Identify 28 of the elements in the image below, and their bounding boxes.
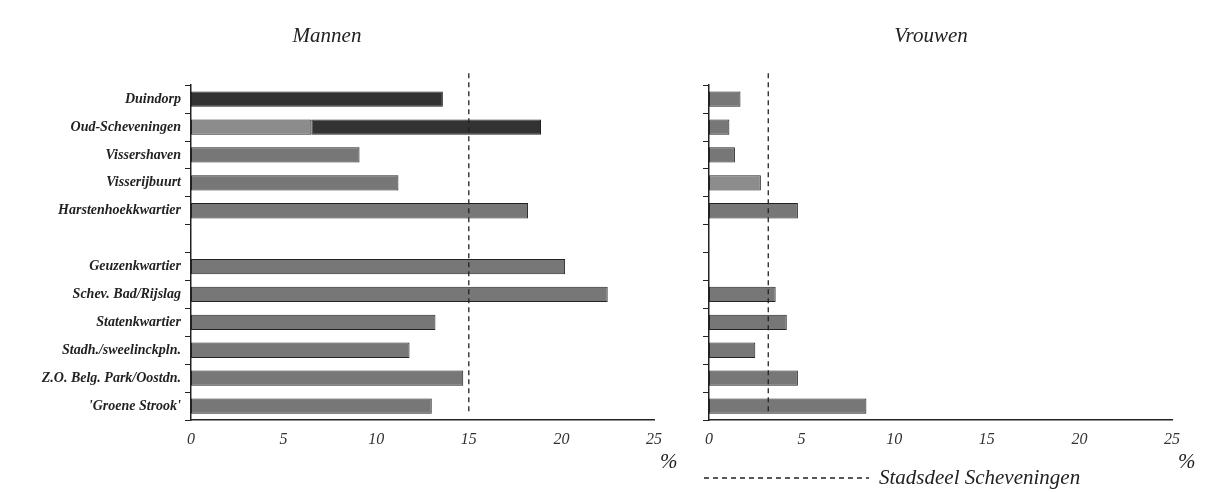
chart-title: Vrouwen [894,23,968,48]
y-tick-label: Statenkwartier [96,313,182,329]
x-tick-label: 25 [1164,429,1180,447]
ref-line-label: Stadsdeel Scheveningen [879,464,1081,489]
y-tick-label: Visserijbuurt [106,174,183,190]
x-tick-label: 0 [705,429,713,447]
y-tick-label: Z.O. Belg. Park/Oostdn. [40,369,181,385]
y-tick-label: Harstenhoekkwartier [57,202,182,218]
x-tick-label: 15 [978,429,995,447]
chart-title: Mannen [291,23,362,48]
x-axis-title: % [1178,448,1196,473]
y-tick-label: Geuzenkwartier [89,258,182,274]
x-tick-label: 0 [187,429,195,447]
x-tick-label: 10 [886,429,903,447]
x-tick-label: 5 [279,429,288,447]
x-tick-label: 20 [553,429,570,447]
x-tick-label: 25 [646,429,662,447]
x-tick-label: 20 [1071,429,1088,447]
x-tick-label: 10 [368,429,385,447]
y-tick-label: 'Groene Strook' [88,397,182,413]
x-tick-label: 5 [797,429,806,447]
y-tick-label: Oud-Scheveningen [70,118,182,134]
y-tick-label: Vissershaven [105,146,182,162]
y-tick-label: Duindorp [123,90,181,106]
x-tick-label: 15 [460,429,477,447]
y-tick-label: Stadh./sweelinckpln. [61,341,181,357]
x-axis-title: % [660,448,678,473]
y-tick-label: Schev. Bad/Rijslag [72,286,181,302]
